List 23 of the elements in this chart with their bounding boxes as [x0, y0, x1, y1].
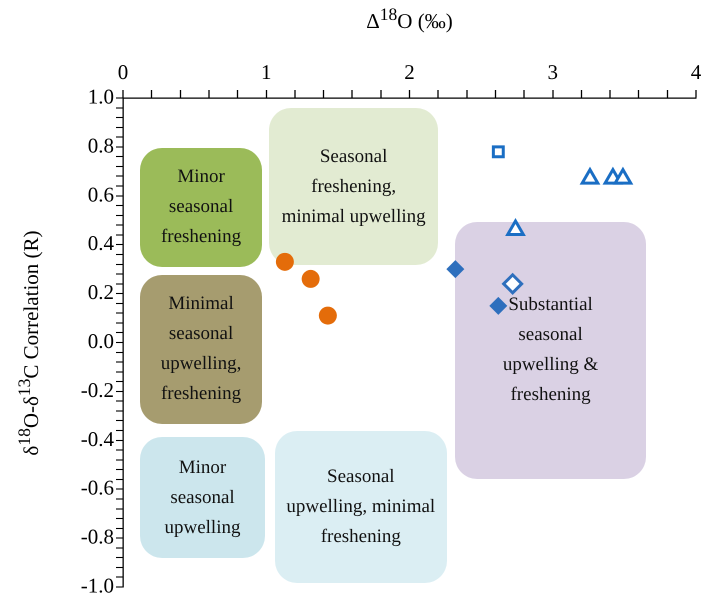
x-tick-label: 0	[118, 60, 128, 84]
y-tick-label: 0.4	[88, 231, 114, 256]
y-tick-label: -0.8	[80, 524, 114, 549]
y-tick-label: 0.8	[88, 133, 114, 158]
annotation: Seasonal freshening, minimal upwelling	[280, 144, 427, 228]
y-tick-label: 1.0	[88, 84, 114, 109]
annotation: Minor seasonal freshening	[160, 165, 242, 250]
y-tick-label: 0.2	[88, 280, 114, 304]
annotation: Minor seasonal upwelling	[164, 456, 242, 540]
y-tick-label: 0.6	[88, 182, 114, 206]
y-tick-label: -0.2	[80, 378, 114, 402]
y-tick-label: -0.4	[80, 426, 114, 451]
y-tick-label: -0.6	[80, 476, 114, 500]
x-tick-label: 4	[690, 60, 702, 84]
annotation: Minimal seasonal upwelling, freshening	[160, 292, 242, 406]
x-tick-label: 1	[261, 60, 272, 84]
x-axis-title: Δ$^{18}$O (‰)	[365, 4, 454, 34]
y-tick-label: -1.0	[80, 574, 114, 598]
annotation: Substantial seasonal upwelling & freshening	[502, 293, 600, 408]
x-tick-label: 2	[404, 60, 415, 84]
x-tick-label: 3	[548, 60, 558, 84]
y-tick-label: 0.0	[88, 329, 114, 354]
annotation: Seasonal upwelling, minimal freshening	[285, 465, 436, 550]
